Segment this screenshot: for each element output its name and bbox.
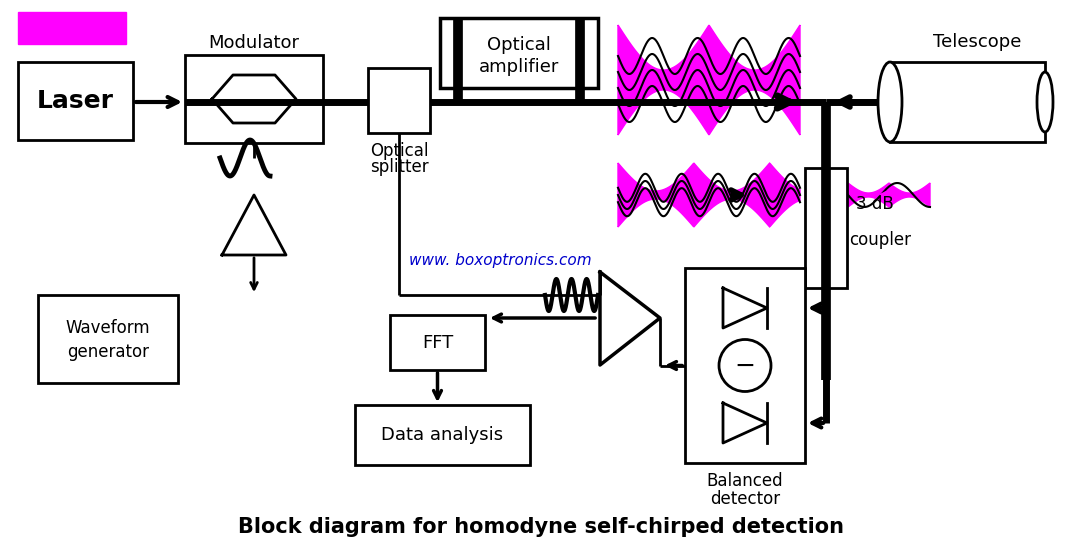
Polygon shape bbox=[848, 183, 931, 207]
Bar bbox=[38, 295, 179, 383]
Text: Waveform: Waveform bbox=[66, 319, 150, 338]
Circle shape bbox=[720, 339, 771, 391]
Text: −: − bbox=[735, 353, 755, 377]
Ellipse shape bbox=[1037, 72, 1053, 132]
Bar bbox=[890, 62, 1045, 142]
Text: www. boxoptronics.com: www. boxoptronics.com bbox=[409, 253, 591, 268]
Polygon shape bbox=[618, 25, 800, 135]
Polygon shape bbox=[618, 163, 800, 227]
Text: Data analysis: Data analysis bbox=[382, 426, 503, 444]
Bar bbox=[185, 55, 324, 143]
Text: 3 dB: 3 dB bbox=[856, 195, 894, 213]
Text: FFT: FFT bbox=[422, 333, 453, 352]
Bar bbox=[18, 62, 133, 140]
Text: Balanced: Balanced bbox=[707, 472, 783, 490]
Text: splitter: splitter bbox=[370, 158, 428, 176]
Text: Block diagram for homodyne self-chirped detection: Block diagram for homodyne self-chirped … bbox=[238, 517, 844, 537]
Ellipse shape bbox=[878, 62, 902, 142]
Text: Telescope: Telescope bbox=[934, 33, 1021, 51]
Text: amplifier: amplifier bbox=[479, 58, 559, 76]
Text: Optical: Optical bbox=[370, 142, 428, 160]
Bar bbox=[685, 268, 805, 463]
Bar bbox=[18, 12, 126, 44]
Bar bbox=[355, 405, 530, 465]
Bar bbox=[440, 18, 598, 88]
Text: coupler: coupler bbox=[849, 231, 911, 249]
Text: Laser: Laser bbox=[37, 89, 114, 113]
Bar bbox=[368, 68, 430, 133]
Text: detector: detector bbox=[710, 490, 780, 508]
Bar bbox=[390, 315, 485, 370]
Text: Optical: Optical bbox=[487, 36, 551, 54]
Bar bbox=[805, 168, 847, 288]
Text: generator: generator bbox=[67, 343, 149, 361]
Text: Modulator: Modulator bbox=[209, 34, 300, 52]
